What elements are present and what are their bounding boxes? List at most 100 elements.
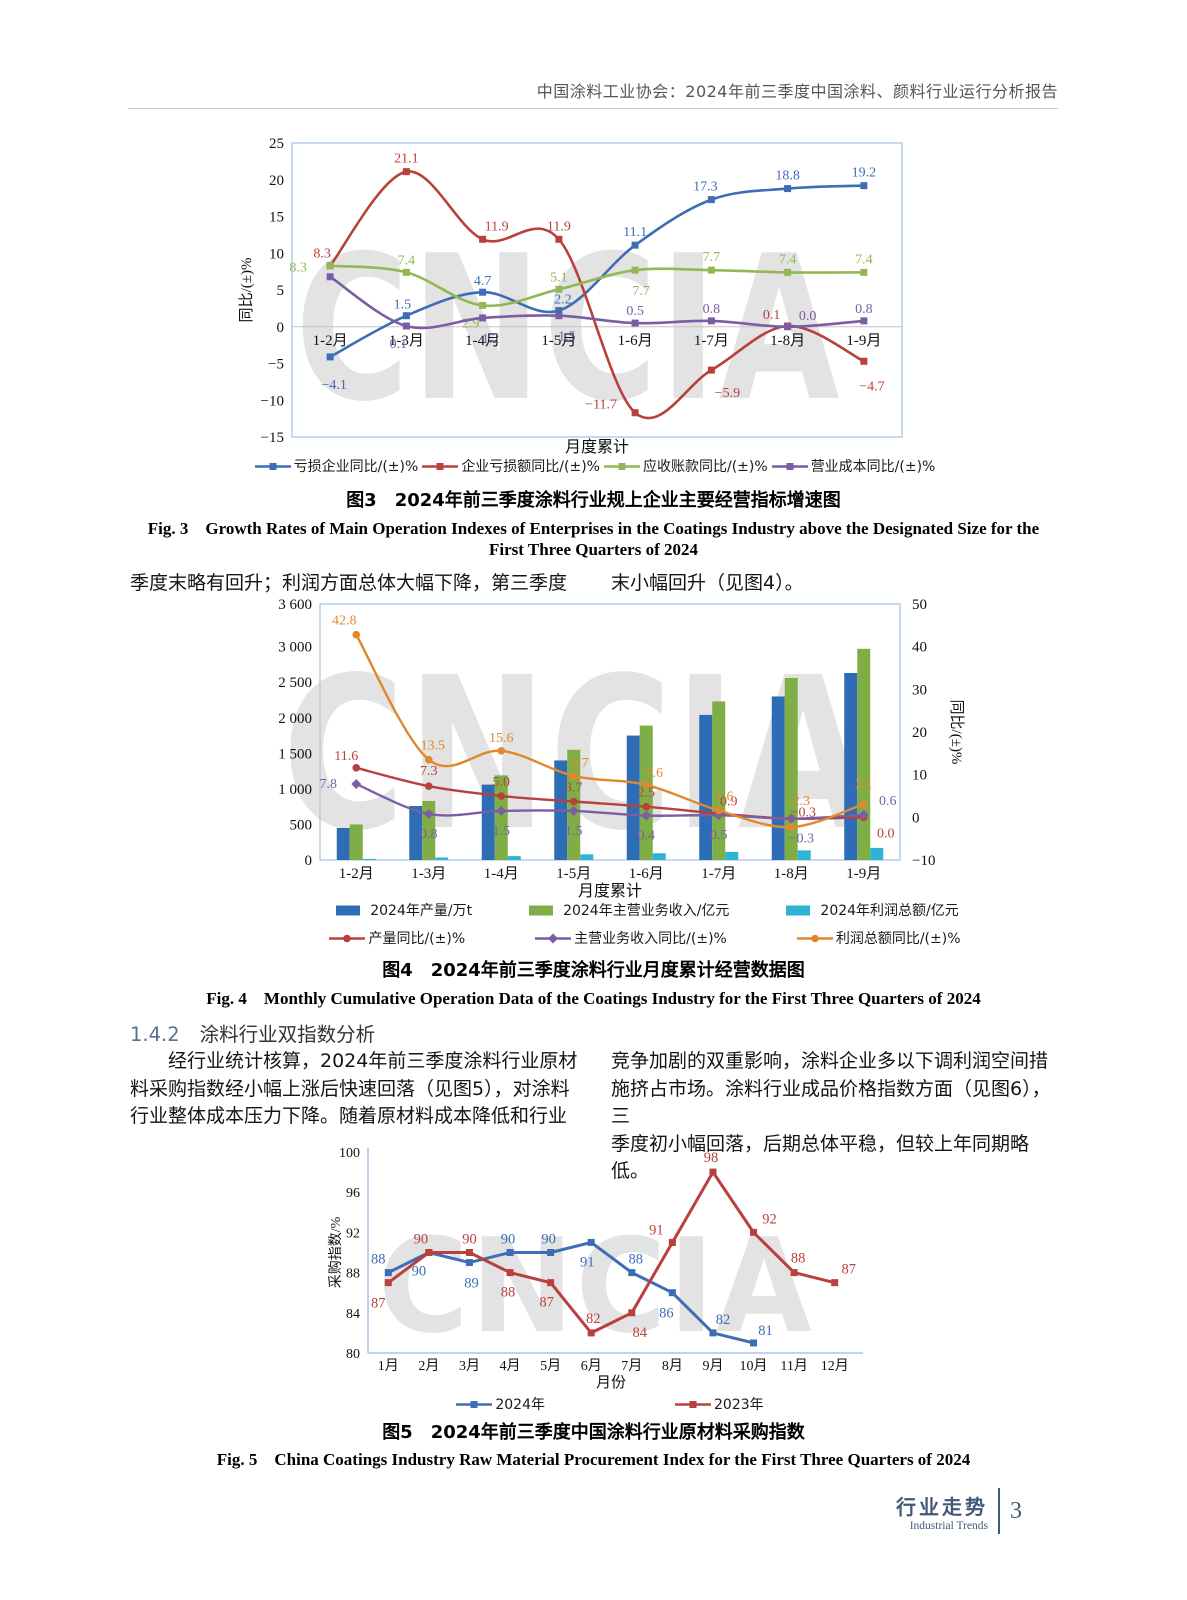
svg-text:15.6: 15.6 <box>489 731 514 746</box>
svg-text:90: 90 <box>462 1232 477 1248</box>
svg-text:7.8: 7.8 <box>320 777 338 792</box>
cncia-watermark: CNCIA <box>295 213 842 446</box>
svg-text:8.3: 8.3 <box>313 247 331 262</box>
text-line: 施挤占市场。涂料行业成品价格指数方面（见图6），三 <box>611 1077 1051 1128</box>
fig4-caption-en: Fig. 4 Monthly Cumulative Operation Data… <box>206 989 981 1008</box>
svg-text:7.3: 7.3 <box>420 764 438 779</box>
svg-text:25: 25 <box>269 136 284 152</box>
svg-text:1-5月: 1-5月 <box>556 866 591 882</box>
svg-text:9.7: 9.7 <box>571 756 589 771</box>
svg-text:8.3: 8.3 <box>289 261 307 276</box>
svg-text:15: 15 <box>269 210 284 226</box>
svg-text:8月: 8月 <box>662 1358 683 1374</box>
svg-text:3月: 3月 <box>459 1358 480 1374</box>
line-series: −4.1 1.5 4.7 2.2 11.1 17.3 18.8 19.2 <box>321 166 876 393</box>
line-series: 42.8 13.5 15.6 9.7 7.6 1.6 −2.3 3.1 <box>332 614 873 831</box>
line-series: 8.3 7.42.95.17.77.7 7.4 7.4 <box>289 250 872 331</box>
legend-item: 2024年产量/万t <box>331 900 472 920</box>
svg-text:30: 30 <box>912 682 927 698</box>
svg-text:1 000: 1 000 <box>278 782 312 798</box>
svg-text:0.8: 0.8 <box>703 302 721 317</box>
legend-item: 企业亏损额同比/(±)% <box>422 456 600 476</box>
svg-text:92: 92 <box>346 1226 360 1241</box>
svg-text:12月: 12月 <box>821 1358 849 1374</box>
cncia-watermark: CNCIA <box>378 1210 814 1362</box>
svg-text:1.5: 1.5 <box>565 824 583 839</box>
svg-text:5.0: 5.0 <box>493 775 511 790</box>
svg-text:1-5月: 1-5月 <box>541 333 576 349</box>
svg-text:50: 50 <box>912 597 927 613</box>
svg-text:21.1: 21.1 <box>394 152 419 167</box>
svg-text:同比/(±)%: 同比/(±)% <box>238 258 255 323</box>
svg-text:87: 87 <box>841 1262 856 1278</box>
section-heading: 1.4.2 涂料行业双指数分析 <box>130 1018 375 1047</box>
svg-text:2.5: 2.5 <box>638 786 656 801</box>
svg-text:1-6月: 1-6月 <box>618 333 653 349</box>
svg-text:84: 84 <box>633 1325 648 1341</box>
svg-text:88: 88 <box>629 1252 644 1268</box>
legend-item: 2024年 <box>456 1394 545 1414</box>
svg-text:20: 20 <box>912 725 927 741</box>
svg-text:同比/(±)%: 同比/(±)% <box>948 700 965 765</box>
svg-text:42.8: 42.8 <box>332 614 357 629</box>
svg-text:84: 84 <box>346 1307 360 1322</box>
bar-swatch-icon <box>786 905 811 915</box>
svg-text:11.1: 11.1 <box>623 225 647 240</box>
line-marker-icon <box>771 462 808 470</box>
line-series: 88 90 89 90 90 91 88 86 82 81 <box>371 1232 773 1347</box>
svg-text:91: 91 <box>580 1254 595 1270</box>
page-header: 中国涂料工业协会：2024年前三季度中国涂料、颜料行业运行分析报告 <box>536 82 1058 101</box>
svg-text:100: 100 <box>339 1146 360 1161</box>
svg-text:90: 90 <box>501 1232 516 1248</box>
svg-text:90: 90 <box>412 1264 427 1280</box>
fig5-caption-cn: 图5 2024年前三季度中国涂料行业原材料采购指数 <box>382 1422 805 1443</box>
line-marker-icon <box>535 933 572 943</box>
svg-text:1-7月: 1-7月 <box>694 333 729 349</box>
svg-text:0.6: 0.6 <box>879 794 897 809</box>
line-marker-icon <box>329 934 366 942</box>
header-rule <box>128 108 1058 109</box>
svg-text:1-2月: 1-2月 <box>313 333 348 349</box>
svg-text:−4.1: −4.1 <box>321 378 346 393</box>
svg-text:87: 87 <box>371 1296 386 1312</box>
svg-text:1.2: 1.2 <box>482 332 500 347</box>
svg-text:0.8: 0.8 <box>420 827 438 842</box>
svg-text:0.1: 0.1 <box>390 337 408 352</box>
svg-text:2月: 2月 <box>418 1358 439 1374</box>
legend-item: 2023年 <box>675 1394 764 1414</box>
legend-label: 2024年利润总额/亿元 <box>820 903 959 919</box>
svg-text:0.5: 0.5 <box>626 304 644 319</box>
legend-label: 2024年 <box>495 1397 545 1413</box>
svg-text:86: 86 <box>659 1306 674 1322</box>
svg-text:1-9月: 1-9月 <box>846 866 881 882</box>
bar-series <box>336 672 858 860</box>
fig5-chart: CNCIA 100 96 92 88 84 80 1月 2月 3月 4月 5月 6月 7月 8月 9月 10月… <box>328 1125 890 1395</box>
fig3-caption-en-line1: Fig. 3 Growth Rates of Main Operation In… <box>147 519 1040 538</box>
legend-item: 亏损企业同比/(±)% <box>254 456 418 476</box>
svg-text:1月: 1月 <box>378 1358 399 1374</box>
svg-text:−11.7: −11.7 <box>585 398 617 413</box>
svg-text:0.0: 0.0 <box>877 826 895 841</box>
bar-swatch-icon <box>529 905 554 915</box>
svg-text:3 000: 3 000 <box>278 640 312 656</box>
svg-text:98: 98 <box>704 1150 719 1166</box>
legend-item: 主营业务收入同比/(±)% <box>535 928 727 948</box>
legend-label: 产量同比/(±)% <box>368 931 466 947</box>
svg-text:2 500: 2 500 <box>278 675 312 691</box>
svg-text:0.8: 0.8 <box>855 302 873 317</box>
legend-item: 2024年主营业务收入/亿元 <box>524 900 729 920</box>
fig4-legend-lines: 产量同比/(±)% 主营业务收入同比/(±)% 利润总额同比/(±)% <box>250 928 1040 948</box>
fig3-legend: 亏损企业同比/(±)% 企业亏损额同比/(±)% 应收账款同比/(±)% 营业成本同比… <box>130 456 1060 476</box>
legend-label: 2024年产量/万t <box>370 903 473 919</box>
svg-text:0.1: 0.1 <box>763 308 781 323</box>
line-series: 0.1 1.2 1.5 0.5 0.8 0.0 0.8 <box>326 273 873 352</box>
svg-text:4月: 4月 <box>500 1358 521 1374</box>
svg-text:3.1: 3.1 <box>855 777 873 792</box>
legend-label: 2023年 <box>714 1397 764 1413</box>
svg-text:0: 0 <box>912 810 920 826</box>
svg-text:6月: 6月 <box>581 1358 602 1374</box>
fig5-caption-en: Fig. 5 China Coatings Industry Raw Mater… <box>216 1450 971 1469</box>
svg-text:20: 20 <box>269 173 284 189</box>
svg-text:92: 92 <box>762 1211 777 1227</box>
